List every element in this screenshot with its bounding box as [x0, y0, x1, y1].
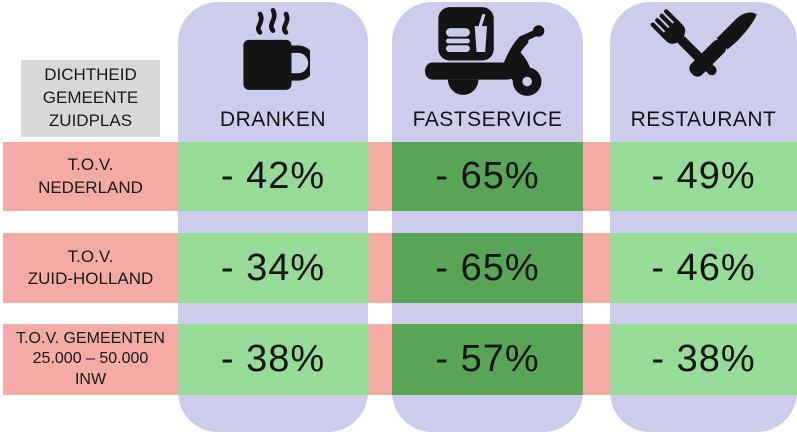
table-title-line: DICHTHEID	[44, 65, 137, 85]
value-cell-nederland-fastservice: - 65%	[392, 142, 583, 211]
column-header-restaurant: RESTAURANT	[610, 0, 797, 142]
row-label-zuid-holland: T.O.V. ZUID-HOLLAND	[3, 233, 178, 303]
value-cell-zuid-holland-restaurant: - 46%	[610, 233, 797, 303]
fork-knife-icon	[610, 4, 797, 96]
row-label-line: ZUID-HOLLAND	[27, 269, 154, 288]
row-label-line: 25.000 – 50.000	[32, 350, 149, 368]
row-label-line: T.O.V.	[67, 155, 114, 175]
column-header-fastservice: FASTSERVICE	[392, 0, 583, 142]
row-label-line: T.O.V. GEMEENTEN	[16, 329, 165, 347]
column-label: RESTAURANT	[630, 108, 777, 131]
value-cell-gemeenten-fastservice: - 57%	[392, 324, 583, 395]
column-label: FASTSERVICE	[412, 108, 563, 131]
row-label-line: T.O.V.	[67, 246, 114, 266]
row-label-line: NEDERLAND	[38, 177, 143, 197]
column-header-dranken: DRANKEN	[178, 0, 368, 142]
column-label: DRANKEN	[219, 108, 327, 131]
table-title-line: ZUIDPLAS	[48, 110, 133, 130]
value-cell-zuid-holland-fastservice: - 65%	[392, 233, 583, 303]
value-cell-nederland-dranken: - 42%	[178, 142, 368, 211]
coffee-mug-icon	[178, 4, 368, 98]
row-label-gemeenten: T.O.V. GEMEENTEN 25.000 – 50.000 INW	[3, 324, 178, 395]
delivery-scooter-icon	[392, 4, 583, 98]
value-cell-gemeenten-restaurant: - 38%	[610, 324, 797, 395]
value-cell-gemeenten-dranken: - 38%	[178, 324, 368, 395]
row-label-line: INW	[74, 370, 107, 388]
value-cell-zuid-holland-dranken: - 34%	[178, 233, 368, 303]
row-label-nederland: T.O.V. NEDERLAND	[3, 142, 178, 211]
table-title-line: GEMEENTE	[42, 88, 139, 108]
value-cell-nederland-restaurant: - 49%	[610, 142, 797, 211]
table-title-box: DICHTHEID GEMEENTE ZUIDPLAS	[21, 60, 160, 137]
